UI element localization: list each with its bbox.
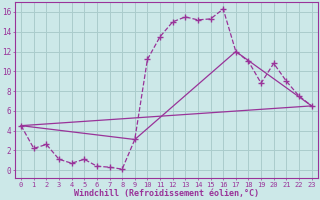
X-axis label: Windchill (Refroidissement éolien,°C): Windchill (Refroidissement éolien,°C) <box>74 189 259 198</box>
